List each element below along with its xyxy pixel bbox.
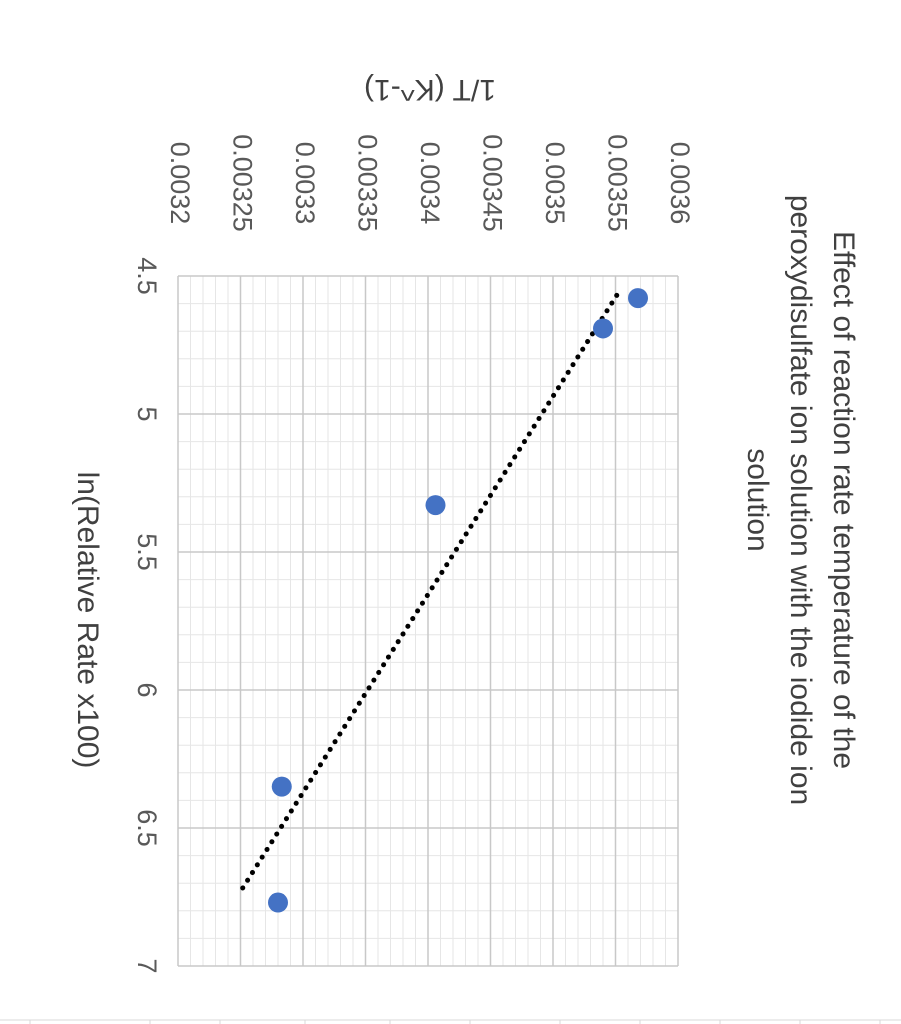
data-point (628, 288, 648, 309)
data-point (425, 495, 446, 516)
y-tick-label: 0.0035 (540, 142, 570, 225)
major-gridlines (177, 275, 679, 967)
trendline (238, 292, 620, 894)
trendline-layer (238, 292, 620, 894)
x-tick-label: 5 (132, 406, 162, 421)
data-point (593, 318, 613, 339)
y-axis-title: 1/T (K^-1) (364, 73, 496, 106)
x-tick-label: 4.5 (132, 257, 162, 295)
x-tick-label: 6 (132, 682, 162, 697)
chart-title-line-1: Effect of reaction rate temperature of t… (827, 231, 860, 769)
x-tick-label: 6.5 (132, 809, 162, 847)
x-tick-label: 5.5 (132, 533, 162, 571)
data-points (268, 288, 648, 913)
y-tick-label: 0.00345 (477, 134, 507, 232)
y-tick-label: 0.00325 (227, 134, 257, 232)
data-point (271, 776, 292, 797)
spreadsheet-gridlines (0, 1019, 901, 1024)
y-tick-label: 0.0032 (165, 142, 195, 225)
y-tick-label: 0.00335 (352, 134, 382, 232)
y-tick-label: 0.0034 (415, 142, 445, 225)
chart-title-line-2: peroxydisulfate ion solution with the io… (784, 195, 817, 805)
data-point (268, 892, 288, 913)
y-tick-label: 0.0033 (290, 142, 320, 225)
x-tick-labels: 4.5 5 5.5 6 6.5 7 (132, 257, 162, 973)
y-tick-label: 0.0036 (665, 142, 695, 225)
x-axis-title: ln(Relative Rate x100) (71, 472, 104, 769)
chart-title-line-3: solution (741, 448, 774, 551)
y-tick-label: 0.00355 (602, 134, 632, 232)
y-tick-labels: 0.0032 0.00325 0.0033 0.00335 0.0034 0.00345 0… (165, 134, 695, 232)
x-tick-label: 7 (132, 958, 162, 973)
